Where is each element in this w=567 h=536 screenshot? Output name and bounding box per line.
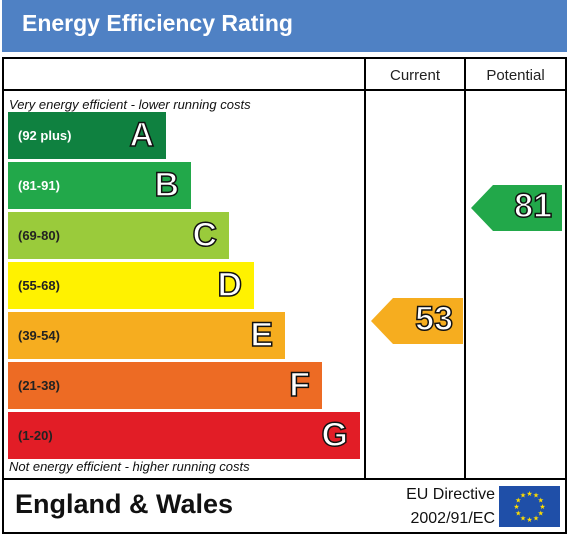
star-icon: ★	[520, 492, 526, 500]
band-e: (39-54) E	[8, 312, 285, 359]
column-header-current: Current	[389, 67, 441, 84]
footer-divider	[4, 478, 565, 480]
star-icon: ★	[520, 514, 526, 522]
band-g: (1-20) G	[8, 412, 360, 459]
footer-country: England & Wales	[15, 489, 234, 519]
column-divider-potential	[464, 59, 466, 479]
band-range-label: (81-91)	[18, 178, 60, 193]
band-letter: G	[321, 415, 349, 455]
star-icon: ★	[526, 516, 532, 524]
band-d: (55-68) D	[8, 262, 254, 309]
current-rating-value: 53	[414, 299, 453, 339]
current-rating-arrow: 53	[371, 298, 463, 344]
potential-arrow-fill	[471, 185, 562, 231]
band-c: (69-80) C	[8, 212, 229, 259]
band-range-label: (39-54)	[18, 328, 60, 343]
band-letter: E	[250, 315, 274, 355]
arrow-shape	[371, 298, 463, 344]
column-divider-current	[364, 59, 366, 479]
band-f: (21-38) F	[8, 362, 322, 409]
star-icon: ★	[539, 503, 545, 511]
header-divider	[4, 89, 565, 91]
star-icon: ★	[513, 503, 519, 511]
band-a: (92 plus) A	[8, 112, 166, 159]
band-b: (81-91) B	[8, 162, 191, 209]
band-letter: A	[129, 115, 155, 155]
bottom-note: Not energy efficient - higher running co…	[9, 459, 250, 474]
column-header-potential: Potential	[486, 67, 545, 84]
band-letter: F	[288, 365, 310, 405]
eu-flag-icon: ★ ★ ★ ★ ★ ★ ★ ★ ★ ★ ★ ★	[499, 486, 560, 527]
current-arrow-fill	[371, 298, 463, 344]
directive-line-2: 2002/91/EC	[410, 510, 495, 527]
star-icon: ★	[526, 490, 532, 498]
header-bar: Energy Efficiency Rating	[2, 0, 567, 52]
band-letter: C	[192, 215, 218, 255]
band-range-label: (55-68)	[18, 278, 60, 293]
band-range-label: (69-80)	[18, 228, 60, 243]
band-range-label: (1-20)	[18, 428, 53, 443]
potential-rating-value: 81	[513, 186, 552, 226]
band-range-label: (21-38)	[18, 378, 60, 393]
star-icon: ★	[533, 514, 539, 522]
band-letter: D	[217, 265, 243, 305]
star-icon: ★	[533, 492, 539, 500]
star-icon: ★	[538, 497, 544, 505]
page-title: Energy Efficiency Rating	[22, 10, 293, 36]
arrow-shape	[471, 185, 562, 231]
top-note: Very energy efficient - lower running co…	[9, 97, 251, 112]
star-icon: ★	[515, 497, 521, 505]
potential-rating-arrow: 81	[471, 185, 562, 231]
star-icon: ★	[538, 510, 544, 518]
band-range-label: (92 plus)	[18, 128, 72, 143]
star-icon: ★	[515, 510, 521, 518]
band-letter: B	[154, 165, 180, 205]
directive-line-1: EU Directive	[406, 486, 495, 503]
eu-stars: ★★★★★★★★★ ★ ★★	[513, 490, 545, 524]
rating-table: Current Potential Very energy efficient …	[2, 57, 567, 534]
